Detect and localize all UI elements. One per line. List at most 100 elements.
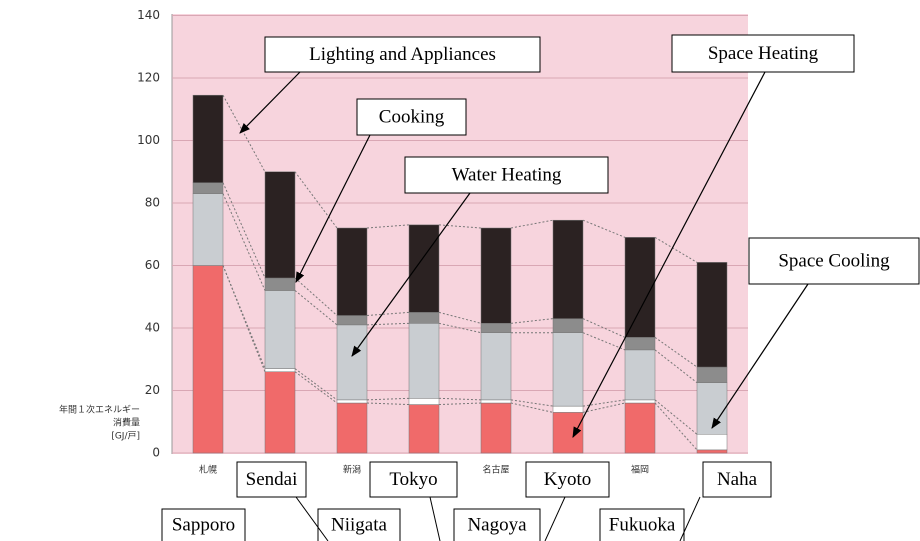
bar-segment (552, 405, 584, 413)
bar-segment (408, 398, 440, 405)
connector (438, 224, 482, 229)
connector (366, 311, 410, 316)
connector (366, 397, 410, 401)
bar-segment (624, 399, 656, 404)
leader-line (679, 496, 701, 541)
annotation-box (671, 34, 855, 73)
bar-segment (336, 402, 368, 454)
bar-segment (696, 382, 728, 435)
bar-segment (480, 323, 512, 333)
connector (510, 399, 554, 407)
connector (654, 336, 698, 368)
connector (654, 236, 698, 263)
bar-segment (696, 434, 728, 451)
x-tick-label: 新潟 (343, 464, 361, 476)
connector (366, 322, 410, 326)
x-tick-label: 札幌 (199, 464, 217, 476)
bar-segment (192, 94, 224, 183)
city-label: Tokyo (389, 469, 437, 490)
bar-segment (552, 412, 584, 454)
y-tick-label: 80 (145, 196, 160, 210)
city-box (702, 461, 772, 498)
annotation-arrow (572, 71, 766, 438)
connector (582, 399, 626, 407)
leader-line (295, 496, 329, 541)
annotation-text: Space Cooling (778, 250, 890, 271)
annotation-arrow (711, 283, 809, 429)
bar-segment (408, 404, 440, 454)
city-label: Fukuoka (609, 514, 676, 535)
connector (222, 94, 266, 172)
connector (366, 224, 410, 229)
bar-segment (552, 219, 584, 319)
bar-segment (696, 262, 728, 368)
bar-segment (624, 402, 656, 454)
annotation-box (748, 237, 920, 285)
connector (438, 402, 482, 406)
bar-segment (408, 224, 440, 313)
bar-segment (264, 171, 296, 279)
bar-segment (624, 337, 656, 351)
bar-segment (624, 349, 656, 401)
city-label: Niigata (331, 514, 387, 535)
city-box (369, 461, 458, 498)
bar-segment (192, 182, 224, 194)
connector (582, 219, 626, 238)
y-tick-label: 0 (152, 446, 160, 460)
connector (294, 290, 338, 326)
bar-segment (264, 290, 296, 369)
annotation-text: Lighting and Appliances (309, 44, 496, 65)
connector (438, 311, 482, 324)
city-label: Sapporo (172, 514, 235, 535)
y-tick-label: 40 (145, 321, 160, 335)
x-tick-label: 福岡 (631, 464, 649, 476)
annotation-text: Cooking (379, 106, 445, 127)
connector (582, 402, 626, 413)
city-label: Naha (717, 469, 758, 490)
city-box (161, 508, 246, 541)
bar-segment (336, 399, 368, 404)
bar-segment (552, 332, 584, 407)
bar-segment (336, 315, 368, 326)
y-label: 年間１次エネルギー (59, 404, 140, 416)
connector (510, 402, 554, 413)
city-label: Kyoto (544, 469, 592, 490)
y-tick-label: 140 (137, 8, 160, 22)
connector (510, 219, 554, 229)
y-tick-label: 20 (145, 383, 160, 397)
connector (582, 332, 626, 351)
leader-line (544, 496, 566, 541)
annotation-arrow (351, 192, 471, 357)
y-tick-label: 120 (137, 71, 160, 85)
bar-segment (408, 312, 440, 324)
bar-segment (264, 277, 296, 291)
connector (654, 402, 698, 451)
plot-area (172, 14, 748, 454)
bar-segment (264, 371, 296, 454)
bar-segment (696, 449, 728, 454)
connector (222, 265, 266, 372)
y-label: 消費量 (113, 417, 140, 429)
y-label: [GJ/戸] (111, 431, 140, 442)
connector (654, 349, 698, 384)
x-tick-label: 名古屋 (482, 464, 509, 476)
city-label: Sendai (246, 469, 298, 490)
connector (222, 265, 266, 369)
bar-segment (192, 265, 224, 454)
connector (222, 193, 266, 291)
bar-segment (192, 193, 224, 266)
y-tick-label: 100 (137, 133, 160, 147)
bar-segment (480, 402, 512, 454)
city-box (525, 461, 610, 498)
bar-segment (552, 318, 584, 333)
bar-segment (624, 237, 656, 338)
connector (366, 402, 410, 406)
city-box (599, 508, 685, 541)
annotation-arrow (295, 134, 371, 283)
annotation-box (404, 156, 609, 194)
bar-segment (696, 366, 728, 383)
connector (222, 182, 266, 279)
city-box (236, 461, 307, 498)
connector (438, 322, 482, 334)
